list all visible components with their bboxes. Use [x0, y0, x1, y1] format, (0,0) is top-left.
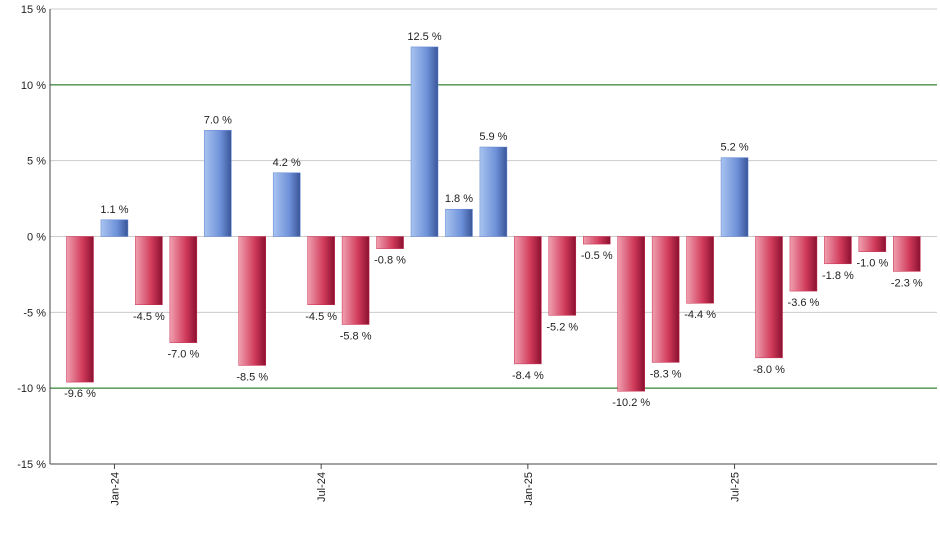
value-label: -4.5 %: [305, 311, 337, 323]
value-label: -1.8 %: [822, 270, 854, 282]
x-tick-label: Jul-25: [730, 472, 742, 502]
bar: [755, 236, 783, 359]
y-tick-label: 5 %: [27, 156, 46, 168]
value-label: -5.2 %: [546, 321, 578, 333]
value-label: -9.6 %: [64, 388, 96, 400]
y-tick-label: -10 %: [17, 383, 46, 395]
value-label: -10.2 %: [612, 397, 650, 409]
value-label: 7.0 %: [204, 114, 232, 126]
bar: [824, 236, 852, 265]
x-tick-label: Jul-24: [316, 472, 328, 502]
value-label: 5.9 %: [479, 131, 507, 143]
bar: [893, 236, 921, 272]
bar: [135, 236, 163, 305]
bar: [445, 208, 473, 237]
value-label: -3.6 %: [788, 297, 820, 309]
bar: [686, 236, 714, 304]
value-label: -5.8 %: [340, 330, 372, 342]
y-tick-label: 15 %: [21, 4, 46, 16]
bar: [238, 236, 266, 366]
bar: [307, 236, 335, 305]
value-label: -8.5 %: [236, 371, 268, 383]
value-label: 5.2 %: [720, 142, 748, 154]
y-tick-label: 10 %: [21, 80, 46, 92]
bar: [100, 219, 129, 237]
value-label: -2.3 %: [891, 277, 923, 289]
y-tick-label: 0 %: [27, 232, 46, 244]
bar: [617, 236, 645, 392]
value-label: -8.3 %: [650, 368, 682, 380]
value-label: -8.4 %: [512, 370, 544, 382]
bar: [204, 130, 232, 237]
bar: [514, 236, 542, 365]
value-label: -0.8 %: [374, 255, 406, 267]
value-label: -7.0 %: [167, 349, 199, 361]
bar: [651, 236, 680, 363]
value-label: 1.8 %: [445, 193, 473, 205]
bar: [410, 46, 439, 237]
value-label: 4.2 %: [273, 157, 301, 169]
bar: [858, 236, 887, 252]
x-tick-label: Jan-24: [109, 472, 121, 506]
bar: [548, 236, 577, 316]
bar: [376, 236, 404, 249]
value-label: -0.5 %: [581, 250, 613, 262]
bar: [479, 146, 508, 237]
y-tick-label: -15 %: [17, 459, 46, 471]
bar: [66, 236, 94, 383]
value-label: -1.0 %: [856, 258, 888, 270]
value-label: -4.5 %: [133, 311, 165, 323]
bar: [272, 172, 301, 237]
y-tick-label: -5 %: [23, 307, 46, 319]
value-label: -8.0 %: [753, 364, 785, 376]
bar: [341, 236, 370, 325]
bar: [789, 236, 818, 292]
value-label: -4.4 %: [684, 309, 716, 321]
bar: [720, 157, 749, 237]
x-tick-label: Jan-25: [523, 472, 535, 506]
value-label: 12.5 %: [407, 31, 441, 43]
bar: [583, 236, 611, 245]
value-label: 1.1 %: [100, 204, 128, 216]
bar: [169, 236, 198, 343]
